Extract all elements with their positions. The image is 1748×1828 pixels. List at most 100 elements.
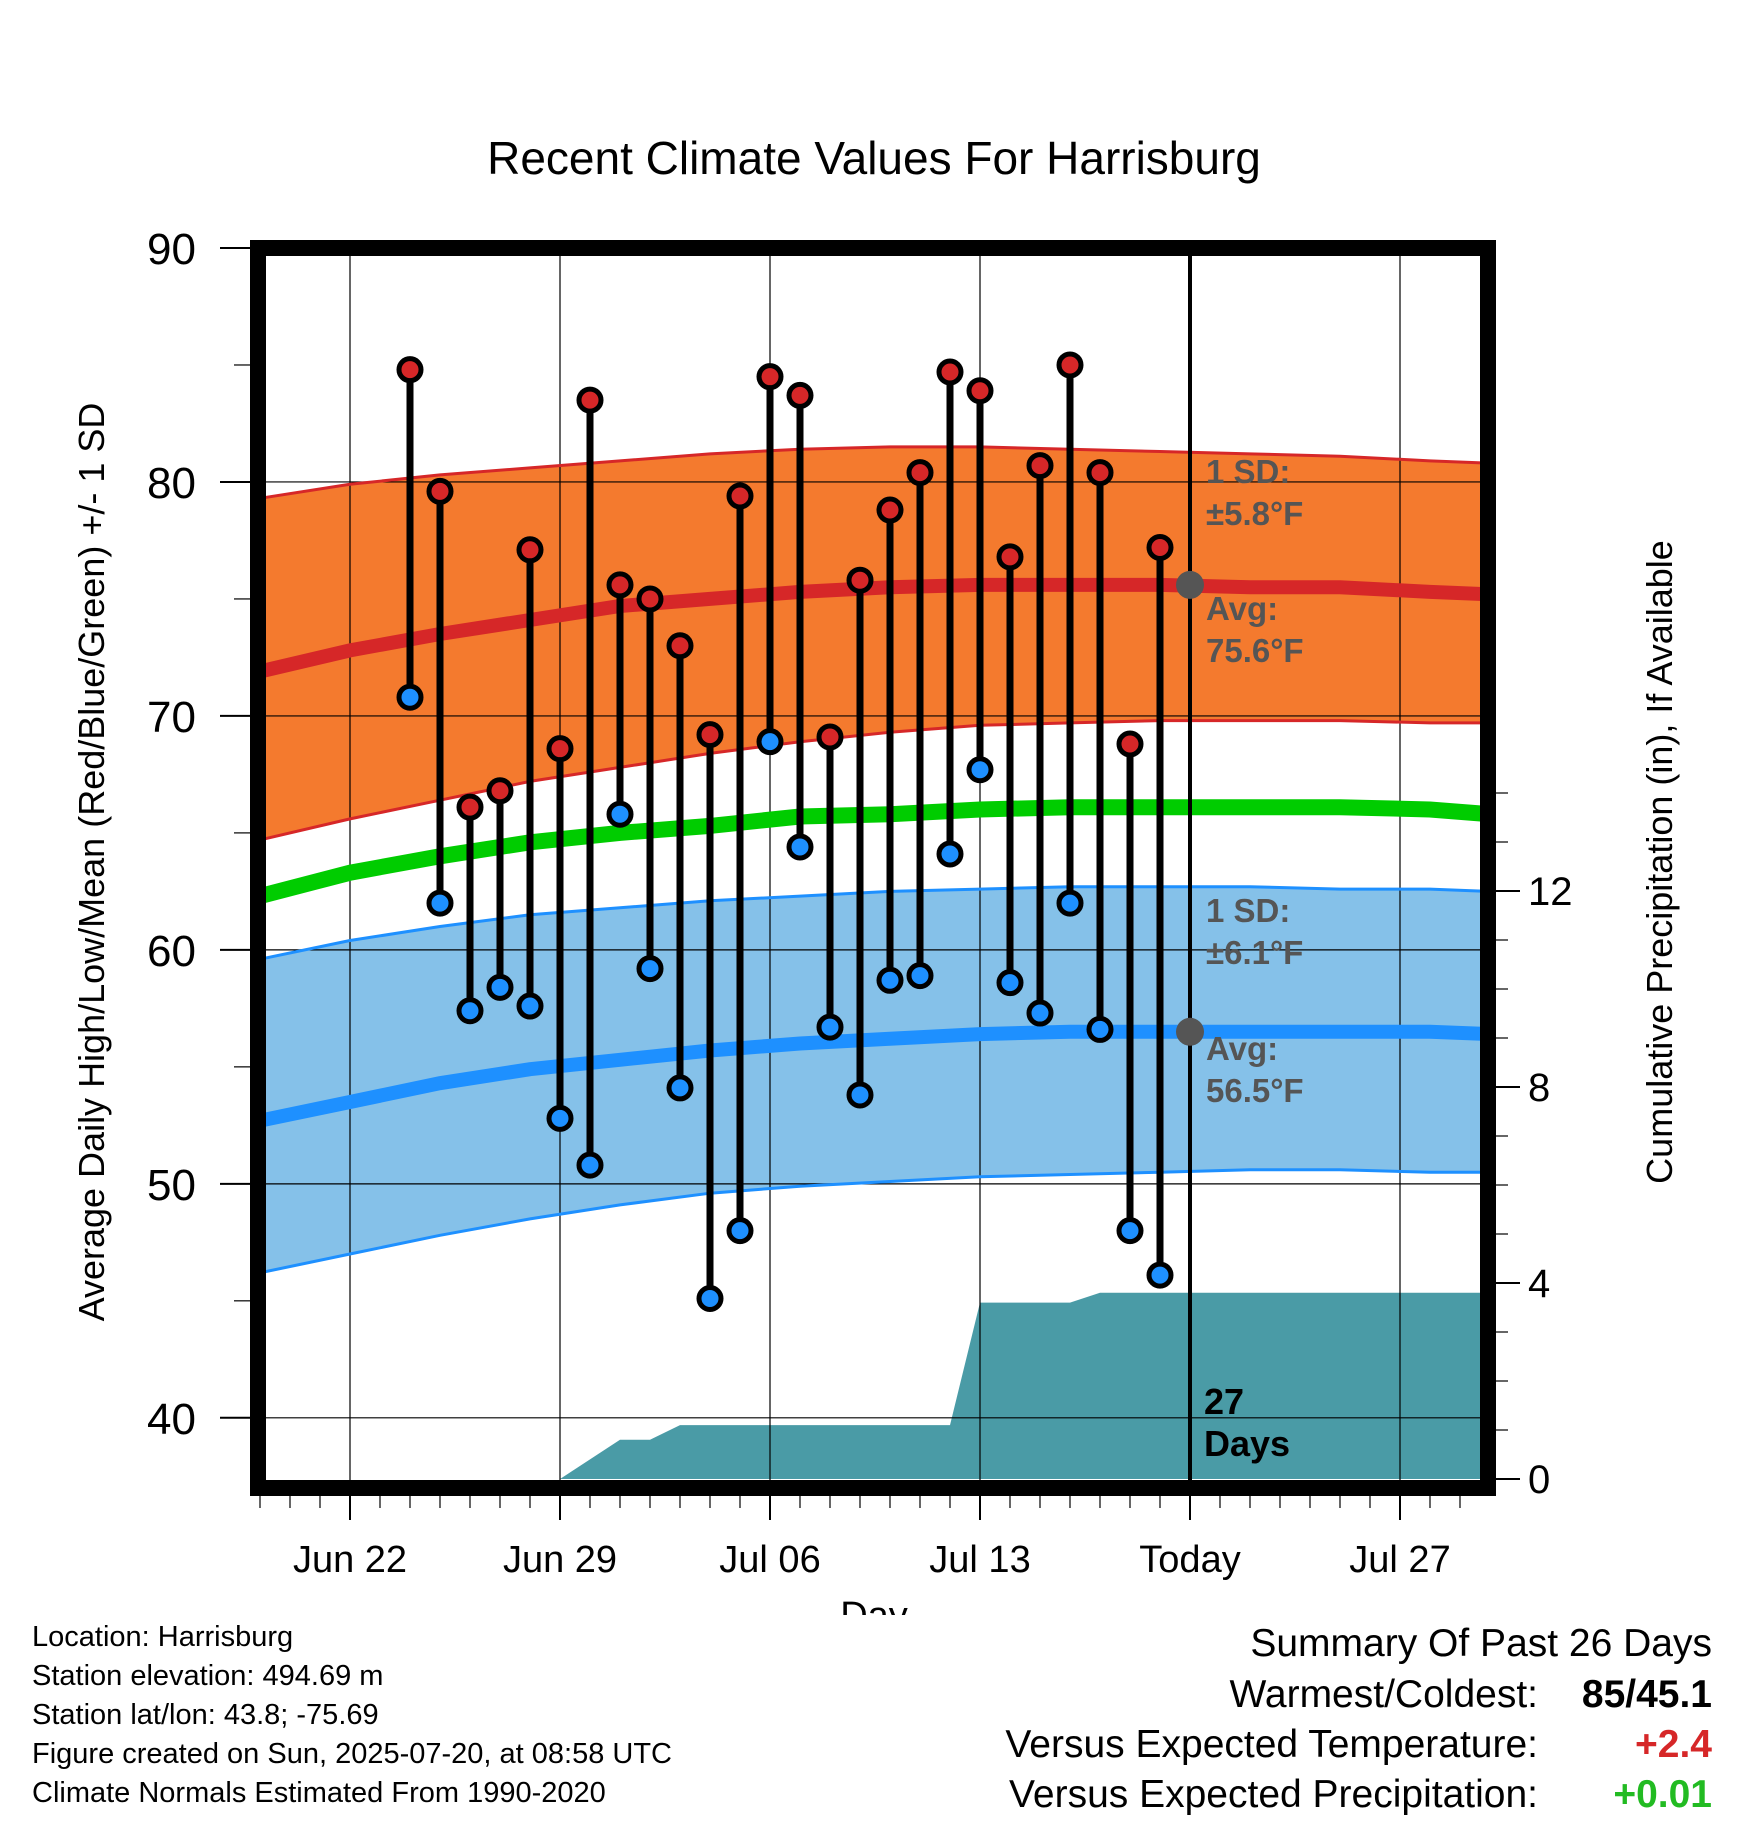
observed-low-point [876,966,904,994]
observed-low-point [666,1074,694,1102]
low-sd-lower-line [259,1168,1488,1275]
observed-high-point [516,536,544,564]
normal-low-line [258,1024,1488,1128]
y2-tick-label: 12 [1528,870,1573,914]
latlon-text: Station lat/lon: 43.8; -75.69 [32,1699,379,1731]
high-sd-value: ±5.8°F [1206,495,1303,532]
observed-low-point [486,973,514,1001]
observed-high-point [606,571,634,599]
observed-high-point [816,723,844,751]
observed-high-point [1116,730,1144,758]
observed-high-point [696,721,724,749]
plot-frame [250,240,1496,1496]
precipitation-departure-row: Versus Expected Precipitation: +0.01 [1005,1770,1712,1820]
observed-low-point [996,969,1024,997]
observed-low-point [966,756,994,784]
chart-title: Recent Climate Values For Harrisburg [487,132,1261,184]
summary-heading: Summary Of Past 26 Days [1250,1622,1712,1665]
observed-low-point [936,840,964,868]
observed-low-point [906,962,934,990]
low-avg-label: Avg: [1206,1030,1278,1067]
x-tick-label: Jul 06 [719,1539,820,1581]
precipitation-departure-value: +0.01 [1613,1773,1712,1816]
days-label: 27 [1204,1381,1244,1422]
y-tick-label: 90 [147,225,196,274]
y-tick-label: 60 [147,927,196,976]
observed-high-point [786,381,814,409]
observed-low-point [1116,1217,1144,1245]
plot-area: 1 SD: ±5.8°F Avg: 75.6°F 1 SD: ±6.1°F Avg: 56.5… [258,248,1488,1488]
observed-low-point [456,997,484,1025]
observed-high-point [756,363,784,391]
observed-high-point [726,482,754,510]
y-axis-label: Average Daily High/Low/Mean (Red/Blue/Gr… [71,403,112,1322]
x-tick-label: Jul 27 [1349,1539,1450,1581]
low-avg-marker [1176,1017,1204,1046]
observed-low-point [546,1104,574,1132]
temperature-departure-label: Versus Expected Temperature: [1005,1723,1538,1766]
observed-high-point [486,777,514,805]
observed-low-point [576,1151,604,1179]
temperature-departure-value: +2.4 [1635,1723,1712,1766]
observed-low-point [516,992,544,1020]
precipitation-departure-label: Versus Expected Precipitation: [1009,1773,1538,1816]
warmest-coldest-row: Warmest/Coldest: 85/45.1 [1005,1670,1712,1720]
observed-low-point [846,1081,874,1109]
observed-high-point [876,496,904,524]
low-sd-band [260,886,1488,1273]
days-label: Days [1204,1423,1290,1464]
observed-high-point [936,358,964,386]
observed-low-point [816,1013,844,1041]
normals-text: Climate Normals Estimated From 1990-2020 [32,1777,606,1809]
low-sd-value: ±6.1°F [1206,934,1303,971]
precipitation-area [560,1292,1488,1479]
high-avg-label: Avg: [1206,590,1278,627]
observed-high-point [636,585,664,613]
y-tick-label: 40 [147,1395,196,1444]
y2-tick-label: 8 [1528,1066,1550,1110]
observed-high-point [906,459,934,487]
x-tick-label: Jul 13 [929,1539,1030,1581]
high-sd-label: 1 SD: [1206,453,1290,490]
observed-low-point [786,833,814,861]
low-avg-value: 56.5°F [1206,1072,1304,1109]
observed-low-point [636,955,664,983]
observed-high-point [396,356,424,384]
temperature-departure-row: Versus Expected Temperature: +2.4 [1005,1720,1712,1770]
high-sd-band [260,446,1488,840]
low-sd-label: 1 SD: [1206,892,1290,929]
climate-chart: Recent Climate Values For Harrisburg 1 S… [71,132,1680,1615]
station-info: Location: Harrisburg Station elevation: … [32,1618,672,1813]
location-text: Location: Harrisburg [32,1621,294,1653]
y2-tick-label: 4 [1528,1262,1550,1306]
observed-high-point [1056,351,1084,379]
observed-high-point [456,793,484,821]
y2-tick-label: 0 [1528,1458,1550,1502]
observed-high-point [1146,533,1174,561]
observed-high-point [846,566,874,594]
summary-panel: Summary Of Past 26 Days Warmest/Coldest:… [1005,1618,1712,1820]
observed-low-point [1086,1015,1114,1043]
observed-low-point [1026,999,1054,1027]
high-avg-value: 75.6°F [1206,632,1304,669]
normal-mean-line [258,799,1488,904]
observed-high-point [546,735,574,763]
observed-low-point [396,683,424,711]
x-tick-label: Jun 29 [503,1539,617,1581]
high-sd-upper-line [259,445,1488,500]
elevation-text: Station elevation: 494.69 m [32,1660,384,1692]
observed-low-point [756,728,784,756]
observed-high-point [426,477,454,505]
observed-low-point [726,1217,754,1245]
y-tick-label: 80 [147,459,196,508]
observed-high-point [576,386,604,414]
created-text: Figure created on Sun, 2025-07-20, at 08… [32,1738,672,1770]
observed-high-point [966,377,994,405]
observed-high-point [666,632,694,660]
x-tick-label: Today [1139,1539,1240,1581]
y2-axis-label: Cumulative Precipitation (in), If Availa… [1639,540,1680,1184]
observed-low-point [1056,889,1084,917]
observed-low-point [426,889,454,917]
observed-high-point [1026,452,1054,480]
observed-low-point [1146,1261,1174,1289]
